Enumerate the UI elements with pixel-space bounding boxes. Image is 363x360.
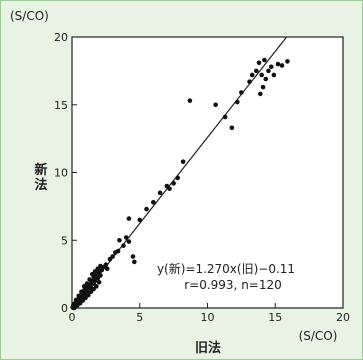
x-tick-label: 15 xyxy=(268,311,282,324)
data-point xyxy=(94,284,99,289)
data-point xyxy=(259,72,265,78)
x-tick-label: 20 xyxy=(336,311,350,324)
data-point xyxy=(117,237,122,243)
x-tick-label: 5 xyxy=(136,311,143,324)
data-point xyxy=(275,61,281,67)
y-unit-label: (S/CO) xyxy=(10,9,49,23)
data-point xyxy=(229,125,235,131)
plot-background xyxy=(71,36,344,309)
data-point xyxy=(110,254,115,259)
data-point xyxy=(187,98,193,103)
y-tick-label: 5 xyxy=(61,234,68,247)
data-point xyxy=(126,239,132,244)
x-unit-label: (S/CO) xyxy=(299,329,338,343)
data-point xyxy=(285,59,290,64)
data-point xyxy=(180,159,186,164)
data-point xyxy=(76,299,82,305)
regression-stats: r=0.993, n=120 xyxy=(184,278,282,292)
data-point xyxy=(258,91,263,97)
regression-equation: y(新)=1.270x(旧)−0.11 xyxy=(157,261,295,276)
data-point xyxy=(126,216,132,221)
data-point xyxy=(151,200,156,205)
data-point xyxy=(239,90,244,95)
data-point xyxy=(115,248,121,254)
data-point xyxy=(253,68,259,74)
y-tick-label: 20 xyxy=(54,31,68,44)
data-point xyxy=(76,293,82,299)
data-point xyxy=(171,181,176,186)
data-point xyxy=(130,254,136,259)
data-point xyxy=(85,292,91,298)
data-point xyxy=(249,72,255,78)
x-tick-label: 10 xyxy=(201,311,215,324)
data-point xyxy=(121,243,126,248)
y-axis-label-char: 新 xyxy=(34,162,47,178)
data-point xyxy=(157,190,163,196)
data-point xyxy=(144,206,149,212)
data-point xyxy=(167,186,172,192)
data-point xyxy=(175,175,180,181)
x-tick-label: 0 xyxy=(69,311,76,324)
data-point xyxy=(87,277,92,282)
data-point xyxy=(79,289,84,295)
x-axis-label: 旧法 xyxy=(195,340,221,356)
data-point xyxy=(132,259,137,265)
data-point xyxy=(235,99,240,105)
data-point xyxy=(103,262,109,267)
data-point xyxy=(96,279,102,285)
data-point xyxy=(222,114,228,120)
data-point xyxy=(247,79,252,85)
y-tick-label: 10 xyxy=(54,167,68,180)
y-tick-label: 15 xyxy=(54,99,68,112)
data-point xyxy=(213,102,218,108)
data-point xyxy=(84,281,90,286)
data-point xyxy=(123,235,129,240)
data-point xyxy=(104,266,110,272)
data-point xyxy=(137,217,143,223)
data-point xyxy=(256,60,262,66)
data-point xyxy=(279,63,285,68)
data-point xyxy=(263,76,269,82)
data-point xyxy=(266,68,271,74)
y-axis-label-char: 法 xyxy=(34,177,47,193)
data-point xyxy=(271,72,277,78)
data-point xyxy=(262,57,267,63)
y-axis-label: 新法 xyxy=(34,162,47,193)
data-point xyxy=(98,273,103,278)
plot-area: 0 5 10 15 20 0 5 10 15 20 xyxy=(54,31,350,324)
data-point xyxy=(98,263,103,269)
data-point xyxy=(268,64,274,70)
y-tick-label: 0 xyxy=(61,302,68,315)
data-point xyxy=(260,84,266,90)
